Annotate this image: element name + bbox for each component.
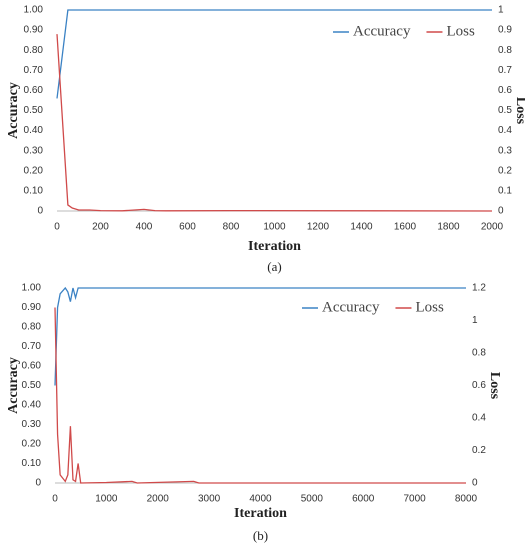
y2-axis-title: Loss: [487, 372, 502, 400]
y-tick-label: 0.50: [24, 105, 44, 116]
x-tick-label: 400: [136, 222, 153, 233]
legend-label: Accuracy: [353, 23, 411, 39]
y-tick-label: 0.40: [24, 125, 44, 136]
y-tick-label: 0.90: [22, 302, 42, 313]
y2-tick-label: 1.2: [472, 283, 486, 294]
y2-axis-title: Loss: [513, 97, 525, 125]
x-tick-label: 1600: [394, 222, 417, 233]
y-tick-label: 0.20: [24, 165, 44, 176]
y-tick-label: 0.10: [24, 186, 44, 197]
y-tick-label: 0.80: [22, 322, 42, 333]
y2-tick-label: 1: [498, 5, 504, 16]
y2-tick-label: 0.2: [472, 445, 486, 456]
data-line: [54, 307, 466, 484]
data-line: [56, 9, 492, 99]
y2-tick-label: 0: [498, 206, 504, 217]
y-tick-label: 0: [35, 478, 41, 489]
y-tick-label: 0.60: [24, 85, 44, 96]
x-tick-label: 6000: [352, 494, 375, 505]
y2-tick-label: 0.4: [498, 125, 512, 136]
y2-tick-label: 0.7: [498, 65, 512, 76]
x-tick-label: 3000: [198, 494, 221, 505]
x-tick-label: 1200: [307, 222, 330, 233]
x-tick-label: 1400: [350, 222, 373, 233]
y2-tick-label: 0.3: [498, 145, 512, 156]
y-tick-label: 0.70: [22, 341, 42, 352]
caption: (b): [253, 528, 268, 543]
y2-tick-label: 0: [472, 478, 478, 489]
y-tick-label: 0.20: [22, 439, 42, 450]
y-tick-label: 0.80: [24, 45, 44, 56]
y2-tick-label: 0.1: [498, 186, 512, 197]
legend-label: Loss: [415, 299, 444, 315]
y2-tick-label: 0.2: [498, 165, 512, 176]
x-tick-label: 2000: [481, 222, 504, 233]
x-tick-label: 4000: [249, 494, 272, 505]
y2-tick-label: 0.5: [498, 105, 512, 116]
y-tick-label: 1.00: [22, 283, 42, 294]
x-tick-label: 600: [179, 222, 196, 233]
y-axis-title: Accuracy: [6, 82, 21, 139]
y-tick-label: 0: [37, 206, 43, 217]
x-tick-label: 1800: [437, 222, 460, 233]
x-tick-label: 200: [92, 222, 109, 233]
data-line: [54, 286, 466, 386]
y2-tick-label: 0.9: [498, 25, 512, 36]
y-tick-label: 0.50: [22, 380, 42, 391]
x-tick-label: 5000: [301, 494, 324, 505]
y-tick-label: 0.30: [24, 145, 44, 156]
y2-tick-label: 0.6: [472, 380, 486, 391]
y2-tick-label: 0.4: [472, 413, 486, 424]
y-tick-label: 1.00: [24, 5, 44, 16]
y-tick-label: 0.70: [24, 65, 44, 76]
caption: (a): [267, 259, 281, 274]
x-tick-label: 7000: [404, 494, 427, 505]
x-tick-label: 8000: [455, 494, 478, 505]
x-tick-label: 0: [52, 494, 58, 505]
y-tick-label: 0.90: [24, 25, 44, 36]
x-axis-title: Iteration: [248, 239, 301, 254]
data-line: [56, 34, 493, 212]
y2-tick-label: 0.8: [472, 348, 486, 359]
y2-tick-label: 0.8: [498, 45, 512, 56]
x-tick-label: 2000: [147, 494, 170, 505]
x-tick-label: 1000: [263, 222, 286, 233]
y2-tick-label: 1: [472, 315, 478, 326]
y-tick-label: 0.10: [22, 458, 42, 469]
y2-tick-label: 0.6: [498, 85, 512, 96]
x-axis-title: Iteration: [234, 506, 287, 521]
legend-label: Accuracy: [322, 299, 380, 315]
x-tick-label: 1000: [95, 494, 118, 505]
y-tick-label: 0.40: [22, 400, 42, 411]
y-tick-label: 0.30: [22, 419, 42, 430]
x-tick-label: 800: [223, 222, 240, 233]
x-tick-label: 0: [54, 222, 60, 233]
y-axis-title: Accuracy: [6, 357, 21, 414]
y-tick-label: 0.60: [22, 361, 42, 372]
legend-label: Loss: [446, 23, 475, 39]
